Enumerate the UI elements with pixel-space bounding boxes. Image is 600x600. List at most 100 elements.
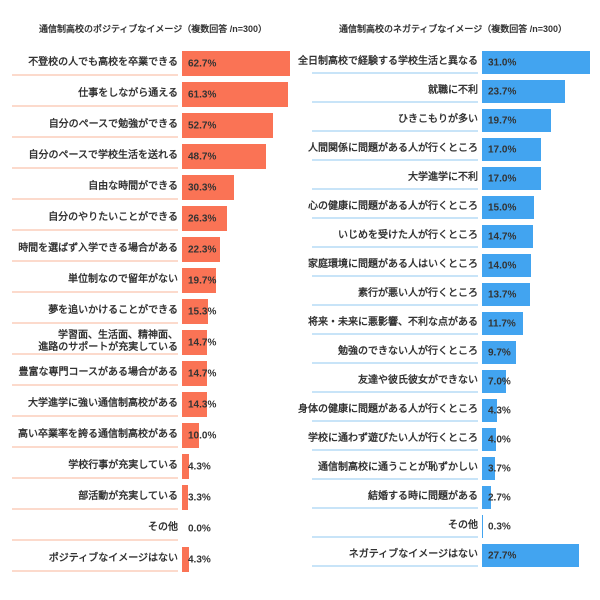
value-label: 61.3%: [188, 89, 217, 100]
bar: [482, 225, 534, 248]
bar: [482, 196, 535, 219]
chart-row: 通信制高校に通うことが恥ずかしい 3.7%: [312, 454, 594, 483]
bar: [182, 485, 188, 510]
value-label: 4.3%: [488, 405, 511, 416]
category-label-cell: 学校行事が充実している: [12, 454, 178, 479]
category-label-cell: ポジティブなイメージはない: [12, 547, 178, 572]
negative-chart-rows: 全日制高校で経験する学校生活と異なる 31.0% 就職に不利 23.7% ひきこ…: [298, 48, 594, 570]
chart-row: 部活動が充実している 3.3%: [12, 482, 294, 513]
value-label: 15.0%: [488, 202, 517, 213]
bar-track: 10.0%: [182, 423, 294, 448]
category-label-cell: 大学進学に強い通信制高校がある: [12, 392, 178, 417]
category-label-cell: 不登校の人でも高校を卒業できる: [12, 51, 178, 76]
value-label: 3.3%: [188, 492, 211, 503]
category-label-cell: 素行が悪い人が行くところ: [312, 283, 478, 306]
category-label-cell: いじめを受けた人が行くところ: [312, 225, 478, 248]
value-label: 11.7%: [488, 318, 516, 329]
category-label: 学校に通わず遊びたい人が行くところ: [308, 432, 478, 444]
value-label: 15.3%: [188, 306, 217, 317]
bar-track: 17.0%: [482, 167, 594, 190]
bar-track: 14.3%: [182, 392, 294, 417]
category-label: 自分のペースで勉強ができる: [48, 118, 178, 130]
chart-row: 素行が悪い人が行くところ 13.7%: [312, 280, 594, 309]
bar-track: 23.7%: [482, 80, 594, 103]
bar: [482, 544, 579, 567]
value-label: 17.0%: [488, 144, 517, 155]
chart-row: 就職に不利 23.7%: [312, 77, 594, 106]
category-label-cell: その他: [312, 515, 478, 538]
chart-row: 自分のやりたいことができる 26.3%: [12, 203, 294, 234]
category-label: 人間関係に問題がある人が行くところ: [308, 142, 478, 154]
category-label-cell: 夢を追いかけることができる: [12, 299, 178, 324]
bar: [182, 82, 288, 107]
positive-chart-title: 通信制高校のポジティブなイメージ（複数回答 /n=300）: [38, 24, 268, 34]
bar: [482, 138, 542, 161]
chart-row: 単位制なので留年がない 19.7%: [12, 265, 294, 296]
value-label: 4.3%: [188, 461, 211, 472]
bar-track: 2.7%: [482, 486, 594, 509]
bar-track: 19.7%: [482, 109, 594, 132]
bar-track: 17.0%: [482, 138, 594, 161]
category-label: 自分のやりたいことができる: [48, 211, 178, 223]
category-label: 高い卒業率を誇る通信制高校がある: [18, 428, 178, 440]
value-label: 17.0%: [488, 173, 517, 184]
category-label: ネガティブなイメージはない: [348, 548, 478, 560]
category-label-cell: 家庭環境に問題がある人はいくところ: [308, 254, 478, 277]
bar: [482, 80, 565, 103]
bar-track: 13.7%: [482, 283, 594, 306]
category-label-cell: 将来・未来に悪影響、不利な点がある: [308, 312, 478, 335]
category-label: 自由な時間ができる: [88, 180, 178, 192]
bar: [482, 283, 530, 306]
bar: [482, 515, 484, 538]
category-label-cell: 勉強のできない人が行くところ: [312, 341, 478, 364]
bar-track: 22.3%: [182, 237, 294, 262]
chart-row: 時間を選ばず入学できる場合がある 22.3%: [12, 234, 294, 265]
bar-track: 9.7%: [482, 341, 594, 364]
bar: [182, 113, 273, 138]
category-label-cell: 部活動が充実している: [12, 485, 178, 510]
bar-track: 15.0%: [482, 196, 594, 219]
value-label: 13.7%: [488, 289, 517, 300]
value-label: 23.7%: [488, 86, 517, 97]
category-label-cell: 就職に不利: [312, 80, 478, 103]
bar: [182, 454, 190, 479]
value-label: 0.0%: [188, 523, 211, 534]
bar: [182, 330, 208, 355]
bar-track: 4.3%: [182, 547, 294, 572]
chart-row: 学校行事が充実している 4.3%: [12, 451, 294, 482]
category-label: 時間を選ばず入学できる場合がある: [18, 242, 178, 254]
bar-track: 19.7%: [182, 268, 294, 293]
category-label-cell: 高い卒業率を誇る通信制高校がある: [12, 423, 178, 448]
chart-row: 大学進学に強い通信制高校がある 14.3%: [12, 389, 294, 420]
category-label-cell: 友達や彼氏彼女ができない: [312, 370, 478, 393]
bar: [482, 312, 523, 335]
positive-chart-rows: 不登校の人でも高校を卒業できる 62.7% 仕事をしながら通える 61.3% 自…: [12, 48, 294, 575]
category-label: 仕事をしながら通える: [78, 87, 178, 99]
category-label: 大学進学に不利: [408, 171, 478, 183]
chart-row: 不登校の人でも高校を卒業できる 62.7%: [12, 48, 294, 79]
value-label: 26.3%: [188, 213, 217, 224]
chart-row: 身体の健康に問題がある人が行くところ 4.3%: [298, 396, 594, 425]
category-label: ひきこもりが多い: [398, 113, 478, 125]
category-label: いじめを受けた人が行くところ: [338, 229, 478, 241]
category-label: その他: [448, 519, 478, 531]
value-label: 22.3%: [188, 244, 217, 255]
bar-track: 0.3%: [482, 515, 594, 538]
bar: [182, 423, 200, 448]
bar-track: 4.3%: [182, 454, 294, 479]
positive-image-chart: 通信制高校のポジティブなイメージ（複数回答 /n=300） 不登校の人でも高校を…: [12, 24, 294, 575]
category-label: 結婚する時に問題がある: [368, 490, 478, 502]
chart-row: 家庭環境に問題がある人はいくところ 14.0%: [308, 251, 594, 280]
category-label-cell: その他: [12, 516, 178, 541]
value-label: 0.3%: [488, 521, 511, 532]
bar: [482, 341, 516, 364]
category-label-cell: 学校に通わず遊びたい人が行くところ: [308, 428, 478, 451]
bar: [182, 175, 235, 200]
category-label-cell: 全日制高校で経験する学校生活と異なる: [298, 51, 478, 74]
value-label: 19.7%: [188, 275, 217, 286]
bar-track: 14.7%: [182, 330, 294, 355]
chart-row: 人間関係に問題がある人が行くところ 17.0%: [308, 135, 594, 164]
value-label: 14.0%: [488, 260, 517, 271]
category-label-cell: 単位制なので留年がない: [12, 268, 178, 293]
bar-track: 62.7%: [182, 51, 294, 76]
